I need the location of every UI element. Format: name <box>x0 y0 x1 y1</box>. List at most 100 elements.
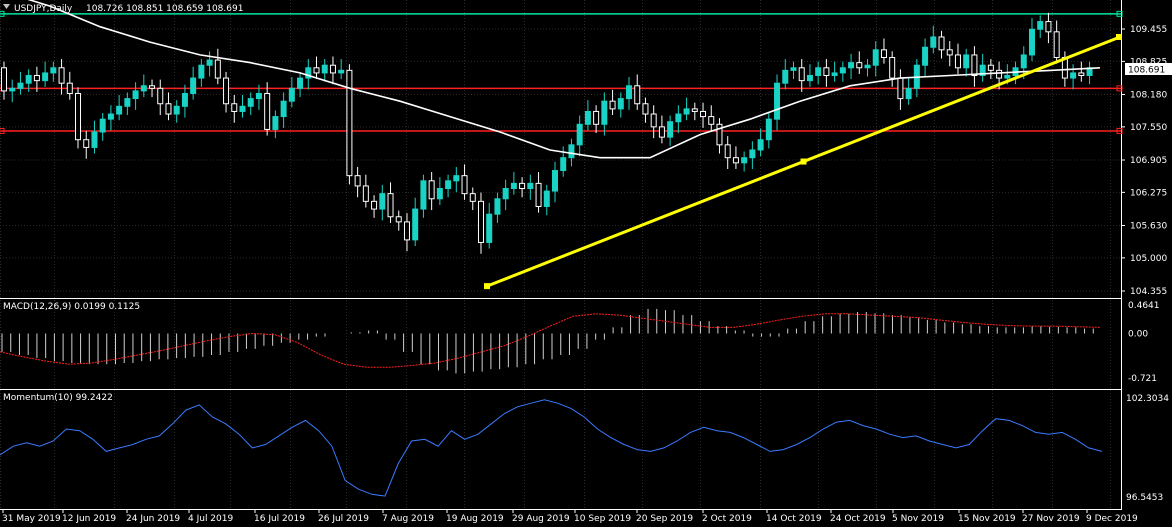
candle-body <box>543 190 550 207</box>
line-anchor-handle[interactable] <box>0 127 5 134</box>
candle-body <box>371 200 378 210</box>
candle-body <box>255 92 262 100</box>
candle-body <box>749 149 756 159</box>
time-tick-label: 14 Oct 2019 <box>766 514 822 524</box>
candle-body <box>9 87 16 92</box>
candle-body <box>387 193 394 218</box>
candle-body <box>354 175 361 187</box>
candle-body <box>963 54 970 69</box>
candle-body <box>626 85 633 100</box>
candle-body <box>329 64 336 74</box>
candle-body <box>724 144 731 159</box>
candle-body <box>527 182 534 190</box>
candle-body <box>806 74 813 82</box>
candle-body <box>979 64 986 76</box>
time-tick-label: 5 Nov 2019 <box>892 514 944 524</box>
last-price-tag <box>1125 63 1172 75</box>
candle-body <box>954 54 961 69</box>
trendline-mid-handle[interactable] <box>800 158 807 165</box>
candle-body <box>486 213 493 243</box>
candle-body <box>593 110 600 125</box>
candlestick-series <box>1 12 1093 254</box>
candle-body <box>321 64 328 74</box>
candle-body <box>190 77 197 94</box>
candle-body <box>395 216 402 223</box>
candle-body <box>379 193 386 210</box>
candle-body <box>1020 54 1027 69</box>
candle-body <box>297 77 304 89</box>
candle-body <box>510 182 517 190</box>
candle-body <box>338 69 345 74</box>
candle-body <box>1028 28 1035 56</box>
candle-body <box>774 82 781 120</box>
macd-pane <box>0 308 1101 374</box>
candle-body <box>790 67 797 71</box>
candle-body <box>124 98 131 107</box>
momentum-line <box>0 399 1103 497</box>
candle-body <box>987 64 994 71</box>
candle-body <box>519 182 526 190</box>
candle-body <box>1053 31 1060 59</box>
candle-body <box>823 67 830 76</box>
candle-body <box>576 123 583 146</box>
chart-shift-icon <box>3 4 10 9</box>
candle-body <box>403 221 410 241</box>
candle-body <box>428 180 435 200</box>
candle-body <box>880 49 887 59</box>
candle-body <box>91 131 98 148</box>
candle-body <box>198 64 205 79</box>
time-tick-label: 12 Jun 2019 <box>62 514 116 524</box>
time-tick-label: 16 Jul 2019 <box>254 514 305 524</box>
momentum-tick-label: 102.3034 <box>1126 394 1169 404</box>
candle-body <box>445 180 452 190</box>
price-axis: 109.455 108.825 108.180 107.550 106.905 106.2… <box>1121 25 1169 503</box>
time-tick-label: 31 May 2019 <box>2 514 61 524</box>
horizontal-lines[interactable] <box>0 10 1123 134</box>
candle-body <box>165 103 172 115</box>
time-tick-label: 24 Oct 2019 <box>830 514 886 524</box>
candle-body <box>872 49 879 66</box>
line-anchor-handle[interactable] <box>1116 10 1123 17</box>
candle-body <box>683 108 690 115</box>
candle-body <box>634 85 641 105</box>
price-tick-label: 107.550 <box>1130 123 1167 133</box>
candle-body <box>716 123 723 146</box>
candle-body <box>420 180 427 210</box>
time-tick-label: 7 Aug 2019 <box>382 514 434 524</box>
time-tick-label: 4 Jul 2019 <box>188 514 233 524</box>
candle-body <box>700 110 707 118</box>
candle-body <box>568 144 575 159</box>
last-price-value: 108.691 <box>1128 66 1165 76</box>
price-tick-label: 108.825 <box>1130 57 1167 67</box>
trendline-start-handle[interactable] <box>484 283 490 290</box>
candle-body <box>223 77 230 105</box>
line-anchor-handle[interactable] <box>1116 127 1123 134</box>
candle-body <box>173 105 180 115</box>
price-tick-label: 105.630 <box>1130 222 1167 232</box>
candle-body <box>107 113 114 120</box>
macd-title: MACD(12,26,9) 0.0199 0.1125 <box>3 302 140 312</box>
candle-body <box>889 57 896 79</box>
candle-body <box>264 92 271 130</box>
candle-body <box>1037 21 1044 30</box>
price-tick-label: 108.180 <box>1130 91 1167 101</box>
candle-body <box>815 67 822 76</box>
candle-body <box>552 170 558 192</box>
candle-body <box>132 90 139 100</box>
candle-body <box>25 74 32 84</box>
candle-body <box>650 113 657 128</box>
momentum-tick-label: 96.5453 <box>1126 493 1163 503</box>
macd-tick-label: 0.00 <box>1128 330 1148 340</box>
trendline-group[interactable] <box>484 33 1122 290</box>
chart-symbol-label: USDJPY,Daily <box>14 4 73 14</box>
candle-body <box>83 139 90 148</box>
price-tick-label: 109.455 <box>1130 25 1167 35</box>
line-anchor-handle[interactable] <box>0 10 5 17</box>
candle-body <box>494 198 501 215</box>
trendline-end-handle[interactable] <box>1116 33 1122 40</box>
macd-signal-line <box>0 313 1101 368</box>
candle-body <box>469 193 476 202</box>
candle-body <box>412 208 419 241</box>
line-anchor-handle[interactable] <box>1116 85 1123 92</box>
candle-body <box>313 67 320 74</box>
